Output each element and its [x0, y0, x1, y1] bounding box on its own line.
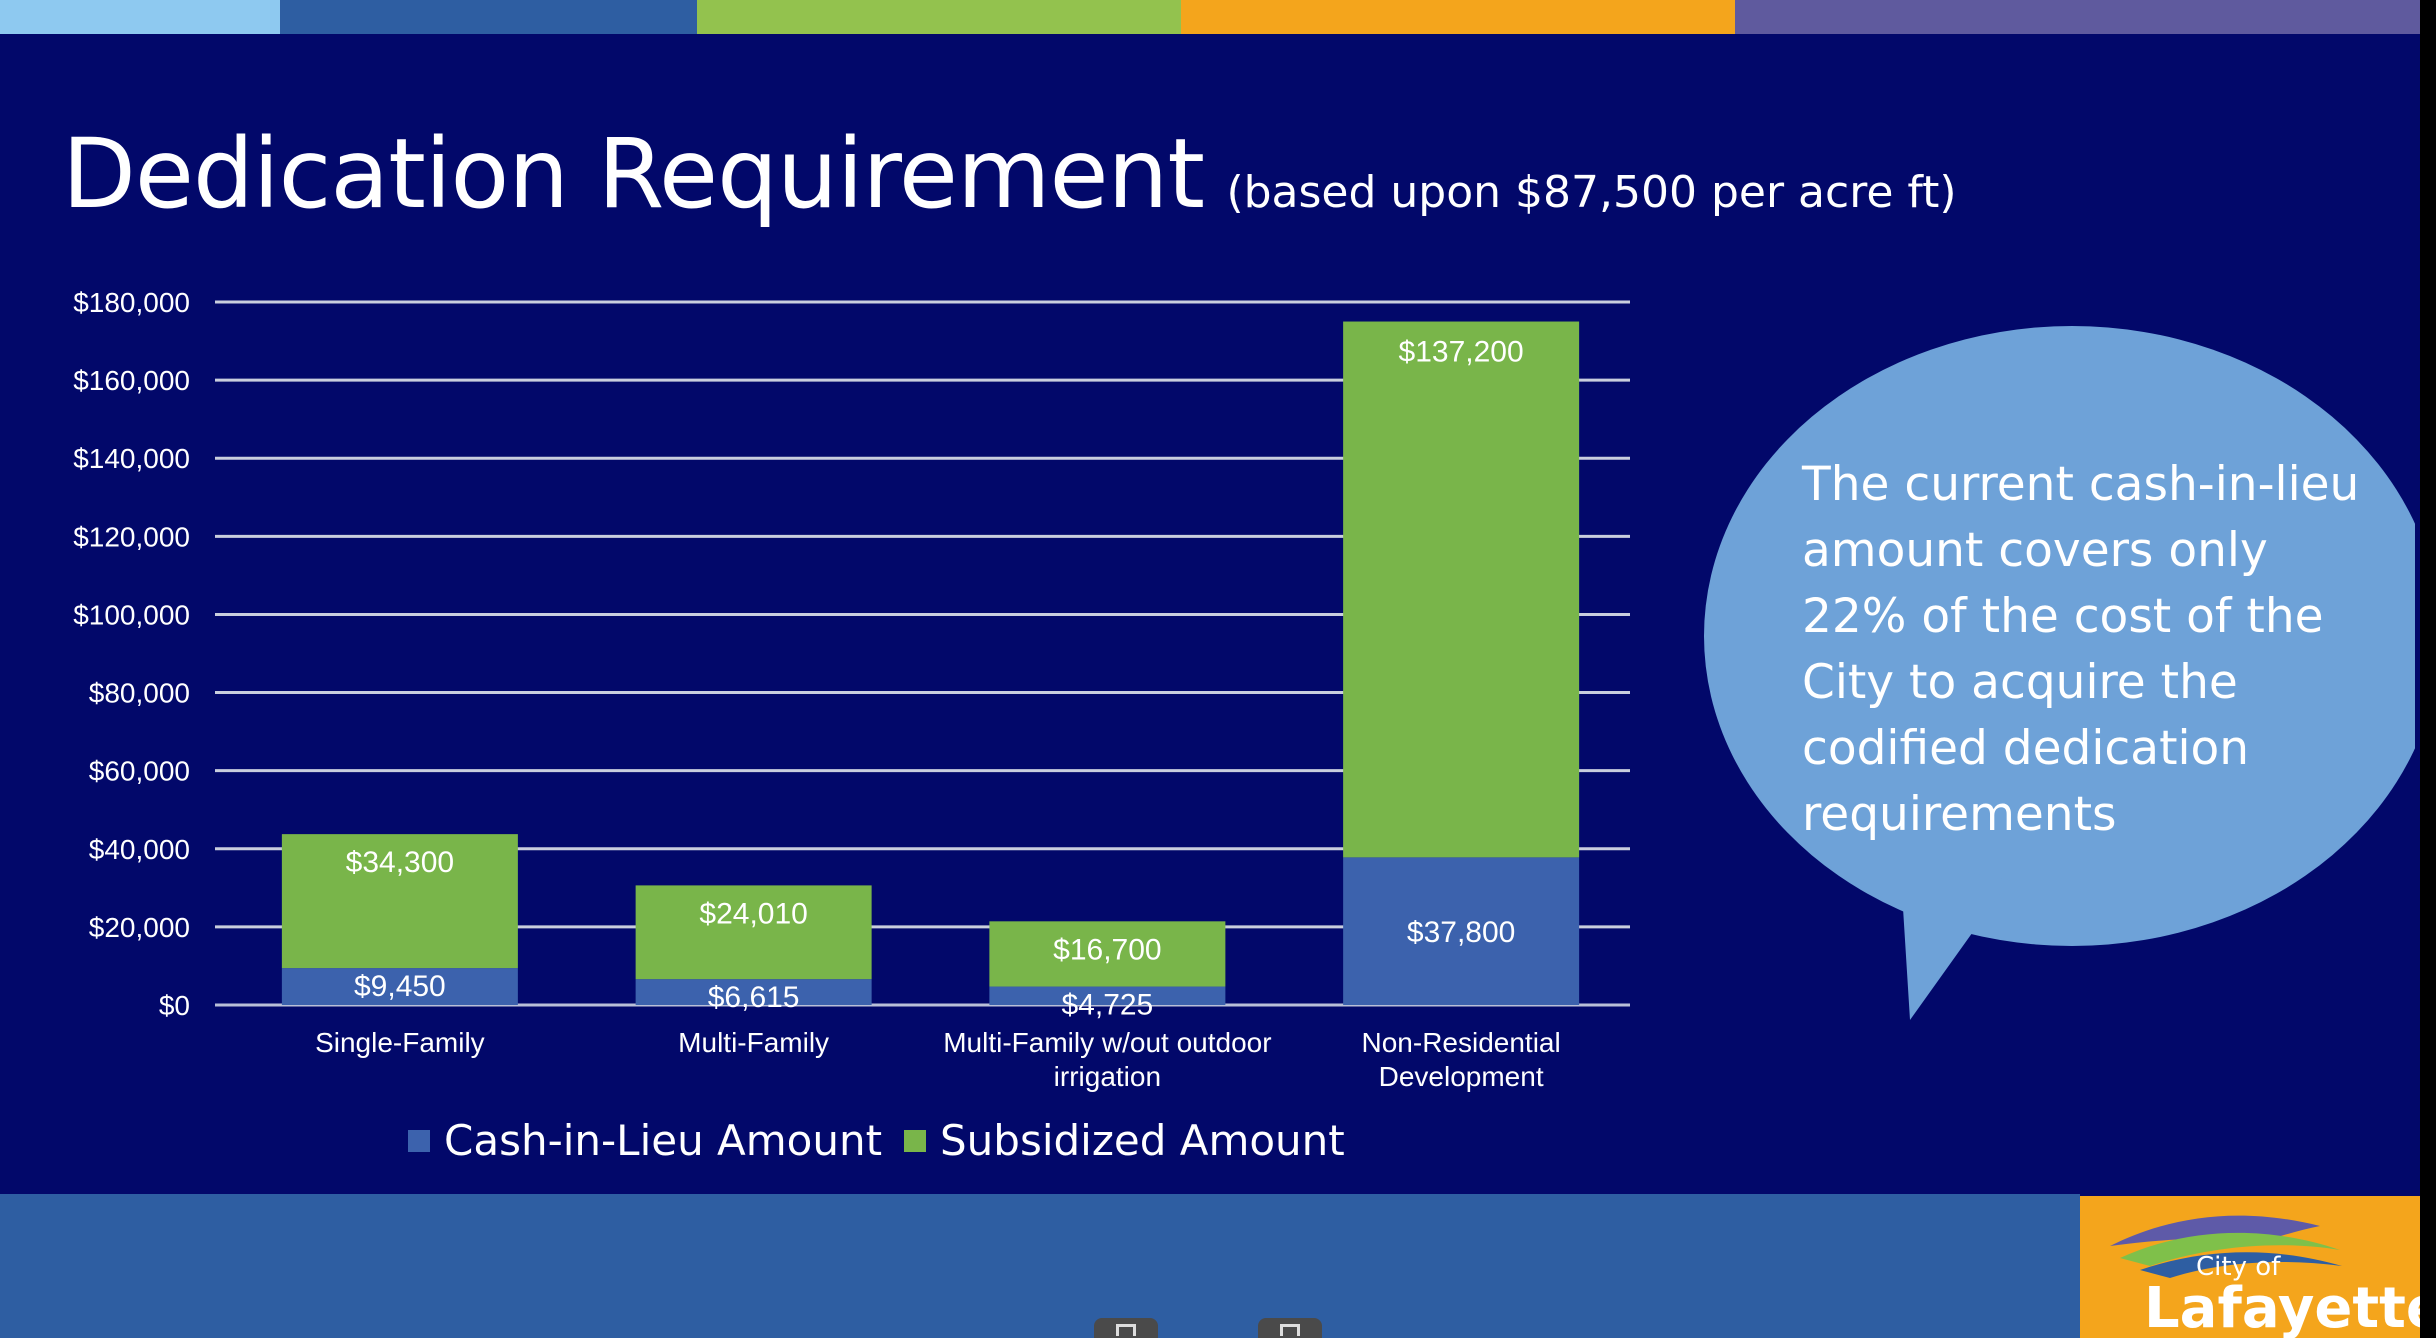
data-label: $16,700 — [1053, 933, 1161, 966]
legend-swatch-subsidized — [904, 1129, 926, 1152]
logo-text-big: Lafayette — [2144, 1276, 2420, 1338]
x-category-label: Multi-Family — [678, 1027, 829, 1058]
slide-subtitle: (based upon $87,500 per acre ft) — [1226, 167, 1957, 218]
data-label: $4,725 — [1061, 989, 1153, 1022]
bar-subsidized — [989, 921, 1226, 987]
color-stripe-2 — [280, 0, 697, 34]
y-tick-label: $180,000 — [73, 287, 190, 318]
y-tick-label: $60,000 — [89, 756, 190, 787]
player-control-right[interactable] — [1258, 1318, 1322, 1338]
data-label: $37,800 — [1407, 916, 1515, 949]
city-logo: City of Lafayette — [2080, 1196, 2420, 1338]
legend-label-cash: Cash-in-Lieu Amount — [444, 1116, 883, 1165]
hills-logo-icon — [2110, 1215, 2342, 1278]
x-category-label: Single-Family — [315, 1027, 485, 1058]
y-tick-label: $140,000 — [73, 443, 190, 474]
footer-band — [0, 1194, 2080, 1338]
player-control-left[interactable] — [1094, 1318, 1158, 1338]
bar-cash-in-lieu — [989, 986, 1226, 1005]
data-label: $9,450 — [354, 970, 446, 1003]
pause-icon — [1280, 1324, 1300, 1336]
color-stripe-5 — [1735, 0, 2420, 34]
slide-title: Dedication Requirement — [62, 118, 1205, 230]
data-label: $34,300 — [346, 846, 454, 879]
bar-cash-in-lieu — [635, 979, 872, 1005]
color-stripe-3 — [697, 0, 1181, 34]
color-stripe-4 — [1181, 0, 1735, 34]
y-tick-label: $100,000 — [73, 599, 190, 630]
y-tick-label: $160,000 — [73, 365, 190, 396]
data-label: $137,200 — [1399, 336, 1524, 369]
y-tick-label: $80,000 — [89, 678, 190, 709]
bar-cash-in-lieu — [1343, 857, 1580, 1005]
x-category-label: Non-Residential — [1362, 1027, 1561, 1058]
legend-item-cash: Cash-in-Lieu Amount — [408, 1116, 882, 1165]
bar-subsidized — [281, 834, 518, 969]
speech-bubble — [1704, 326, 2415, 1020]
y-tick-label: $0 — [159, 990, 190, 1021]
bar-subsidized — [635, 885, 872, 980]
callout-text: The current cash-in-lieu amount covers o… — [1802, 457, 2360, 842]
bar-cash-in-lieu — [281, 968, 518, 1005]
x-category-label: Multi-Family w/out outdoor — [943, 1027, 1271, 1058]
stacked-bar-chart: $0 $20,000 $40,000 $60,000 $80,000 $100,000 $1… — [73, 287, 1630, 1092]
y-tick-label: $20,000 — [89, 912, 190, 943]
x-category-label: irrigation — [1054, 1061, 1161, 1092]
caption-icon — [1116, 1324, 1136, 1336]
logo-text-small: City of — [2196, 1252, 2281, 1282]
bar-subsidized — [1343, 321, 1580, 858]
data-label: $6,615 — [708, 981, 800, 1014]
slide-title-line: Dedication Requirement (based upon $87,5… — [62, 118, 1957, 230]
y-tick-label: $120,000 — [73, 521, 190, 552]
x-category-label: Development — [1379, 1061, 1544, 1092]
color-stripe-1 — [0, 0, 280, 34]
legend-label-subsidized: Subsidized Amount — [940, 1116, 1345, 1165]
y-tick-label: $40,000 — [89, 834, 190, 865]
legend-swatch-cash — [408, 1129, 430, 1152]
data-label: $24,010 — [699, 897, 807, 930]
legend-item-subsidized: Subsidized Amount — [904, 1116, 1345, 1165]
